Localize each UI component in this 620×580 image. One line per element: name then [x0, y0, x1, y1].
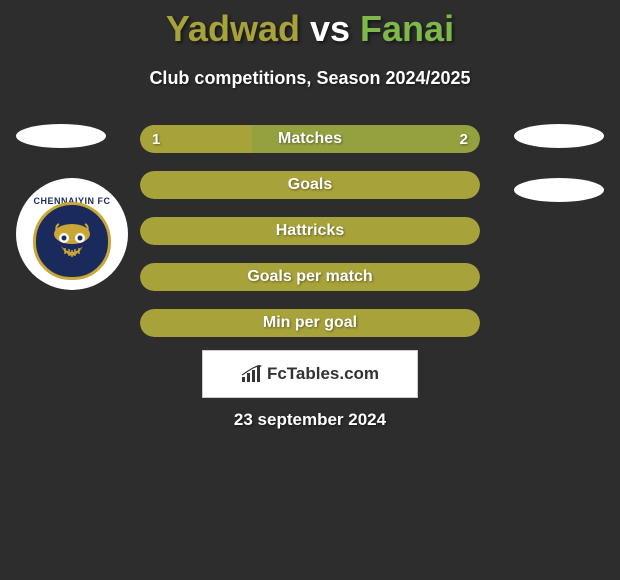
player2-placeholder-ellipse-1: [514, 124, 604, 148]
player2-placeholder-ellipse-2: [514, 178, 604, 202]
badge-mascot-icon: [47, 216, 97, 266]
stat-bar-label: Hattricks: [140, 217, 480, 245]
subtitle: Club competitions, Season 2024/2025: [0, 68, 620, 89]
stat-bar-label: Goals: [140, 171, 480, 199]
stat-bar-label: Matches: [140, 125, 480, 153]
vs-text: vs: [310, 8, 350, 49]
date-label: 23 september 2024: [0, 410, 620, 430]
club-badge: CHENNAIYIN FC: [16, 178, 128, 290]
brand-watermark[interactable]: FcTables.com: [202, 350, 418, 398]
stats-bars: Matches1 2 Goals Hattricks Goals per match Mi…: [140, 125, 480, 355]
stat-bar-row: Goals per match: [140, 263, 480, 291]
stat-bar-value-right: 2: [460, 125, 468, 153]
comparison-title: Yadwad vs Fanai: [0, 0, 620, 50]
player2-name: Fanai: [360, 8, 454, 49]
brand-name: FcTables.com: [267, 364, 379, 384]
stat-bar-label: Goals per match: [140, 263, 480, 291]
stat-bar-value-left: 1: [152, 125, 160, 153]
stat-bar-row: Hattricks: [140, 217, 480, 245]
player1-placeholder-ellipse: [16, 124, 106, 148]
player1-name: Yadwad: [166, 8, 300, 49]
badge-circle: CHENNAIYIN FC: [16, 178, 128, 290]
stat-bar-row: Matches1 2: [140, 125, 480, 153]
stat-bar-row: Min per goal: [140, 309, 480, 337]
brand-chart-icon: [241, 365, 263, 383]
badge-inner-shield: [33, 202, 111, 280]
stat-bar-row: Goals: [140, 171, 480, 199]
stat-bar-label: Min per goal: [140, 309, 480, 337]
